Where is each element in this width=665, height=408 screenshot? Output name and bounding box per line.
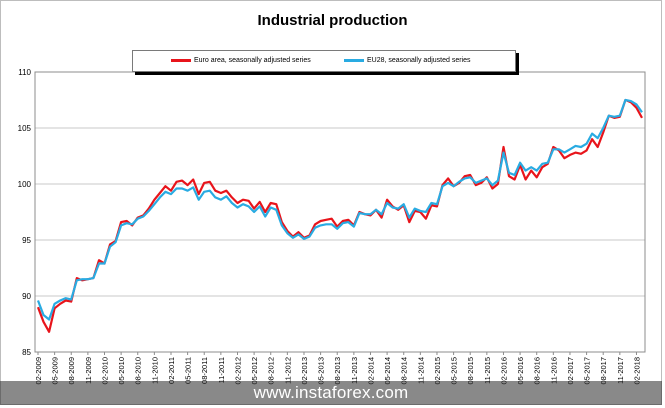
x-tick-label: 11-2011 [217, 357, 226, 383]
x-tick-label: 11-2012 [283, 357, 292, 384]
chart-title: Industrial production [257, 12, 408, 29]
x-tick-label: 08-2014 [400, 357, 409, 385]
x-tick-label: 05-2016 [516, 357, 525, 385]
plot-area [34, 71, 646, 353]
y-tick-label: 100 [18, 180, 32, 189]
x-tick-label: 02-2015 [433, 357, 442, 385]
x-tick-label: 05-2011 [184, 357, 193, 384]
series-line-eu28 [36, 98, 643, 321]
y-tick-label: 85 [22, 348, 31, 357]
x-tick-label: 02-2014 [366, 357, 375, 385]
x-tick-label: 11-2013 [350, 357, 359, 384]
x-tick-label: 11-2016 [549, 357, 558, 384]
x-tick-label: 05-2015 [450, 357, 459, 385]
legend-item-eu28: EU28, seasonally adjusted series [344, 57, 471, 64]
x-tick-label: 05-2012 [250, 357, 259, 385]
x-tick-label: 11-2014 [416, 357, 425, 384]
x-tick-label: 05-2010 [117, 357, 126, 385]
x-tick-label: 05-2014 [383, 357, 392, 385]
x-tick-label: 08-2010 [134, 357, 143, 385]
x-tick-label: 11-2017 [616, 357, 625, 384]
x-tick-label: 02-2012 [233, 357, 242, 385]
x-tick-label: 05-2017 [583, 357, 592, 385]
watermark-text: www.instaforex.com [253, 383, 409, 402]
legend-label-euro-area: Euro area, seasonally adjusted series [194, 57, 311, 64]
watermark-band [0, 381, 662, 405]
chart-legend: Euro area, seasonally adjusted series EU… [132, 50, 516, 72]
x-tick-label: 08-2012 [267, 357, 276, 385]
x-tick-label: 05-2013 [317, 357, 326, 385]
series-line-euro-area [36, 98, 643, 333]
x-tick-label: 08-2016 [533, 357, 542, 385]
x-tick-label: 02-2011 [167, 357, 176, 384]
x-tick-label: 08-2015 [466, 357, 475, 385]
legend-item-euro-area: Euro area, seasonally adjusted series [171, 57, 311, 64]
x-tick-label: 02-2010 [100, 357, 109, 385]
x-tick-label: 02-2016 [499, 357, 508, 385]
y-tick-label: 95 [22, 236, 31, 245]
legend-label-eu28: EU28, seasonally adjusted series [367, 57, 471, 64]
y-tick-label: 105 [18, 124, 32, 133]
x-tick-label: 08-2013 [333, 357, 342, 385]
x-tick-label: 08-2009 [67, 357, 76, 385]
x-tick-label: 11-2010 [150, 357, 159, 384]
x-tick-label: 11-2009 [84, 357, 93, 384]
x-tick-label: 11-2015 [483, 357, 492, 384]
x-tick-label: 02-2017 [566, 357, 575, 385]
x-tick-label: 08-2011 [200, 357, 209, 384]
legend-swatch-euro-area [171, 58, 191, 62]
x-tick-label: 02-2018 [632, 357, 641, 385]
x-tick-label: 02-2013 [300, 357, 309, 385]
x-tick-label: 05-2009 [51, 357, 60, 385]
x-tick-label: 08-2017 [599, 357, 608, 385]
x-tick-label: 02-2009 [34, 357, 43, 385]
legend-swatch-eu28 [344, 58, 364, 62]
y-tick-label: 110 [18, 68, 31, 77]
y-tick-label: 90 [22, 292, 31, 301]
